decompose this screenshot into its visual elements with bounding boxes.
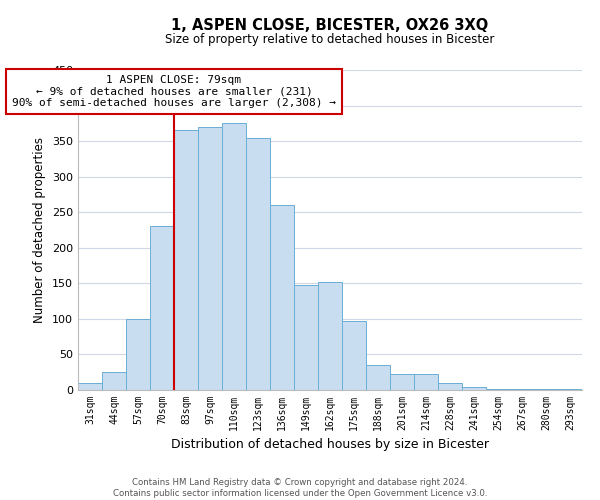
Bar	[150, 226, 174, 390]
Bar	[246, 138, 270, 390]
Text: Contains HM Land Registry data © Crown copyright and database right 2024.
Contai: Contains HM Land Registry data © Crown c…	[113, 478, 487, 498]
Bar	[198, 127, 222, 390]
Bar	[78, 383, 102, 390]
Bar	[438, 383, 462, 390]
X-axis label: Distribution of detached houses by size in Bicester: Distribution of detached houses by size …	[171, 438, 489, 452]
Bar	[222, 124, 246, 390]
Bar	[270, 205, 294, 390]
Bar	[462, 387, 486, 390]
Bar	[102, 372, 126, 390]
Y-axis label: Number of detached properties: Number of detached properties	[34, 137, 46, 323]
Bar	[390, 374, 414, 390]
Text: Size of property relative to detached houses in Bicester: Size of property relative to detached ho…	[166, 32, 494, 46]
Text: 1, ASPEN CLOSE, BICESTER, OX26 3XQ: 1, ASPEN CLOSE, BICESTER, OX26 3XQ	[172, 18, 488, 32]
Bar	[366, 365, 390, 390]
Bar	[414, 374, 438, 390]
Bar	[342, 321, 366, 390]
Bar	[294, 286, 318, 390]
Bar	[318, 282, 342, 390]
Bar	[510, 388, 534, 390]
Bar	[486, 388, 510, 390]
Bar	[126, 319, 150, 390]
Bar	[174, 130, 198, 390]
Text: 1 ASPEN CLOSE: 79sqm
← 9% of detached houses are smaller (231)
90% of semi-detac: 1 ASPEN CLOSE: 79sqm ← 9% of detached ho…	[12, 75, 336, 108]
